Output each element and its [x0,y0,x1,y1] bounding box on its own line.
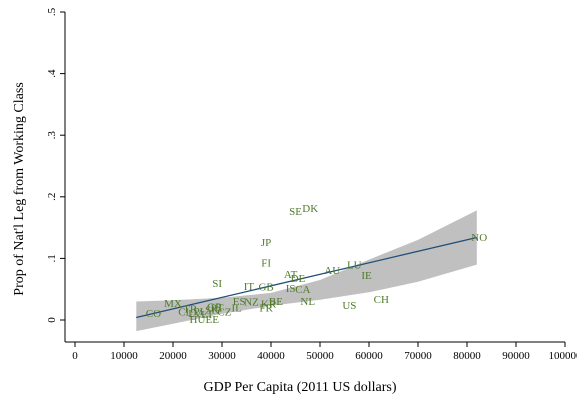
fit-line-layer [136,236,477,319]
point-label: LU [347,260,362,272]
y-tick-label: .3 [46,131,58,140]
point-label: CA [295,284,310,296]
x-tick-label: 60000 [355,350,383,362]
point-label: DK [302,203,318,215]
x-tick-label: 90000 [502,350,530,362]
y-tick-label: .5 [46,7,58,16]
point-label: IT [244,281,255,293]
y-tick-label: .4 [46,69,58,78]
y-tick-label: .1 [46,254,58,262]
point-label: NL [300,296,315,308]
x-tick-label: 70000 [404,350,432,362]
point-label: SI [212,278,222,290]
point-label: PL [194,306,207,318]
x-tick-label: 30000 [208,350,236,362]
point-label: EE [205,314,219,326]
point-label: KR [261,298,277,310]
y-tick-label: .2 [46,193,58,201]
point-label: BE [269,296,283,308]
point-label: FI [261,258,271,270]
x-tick-label: 0 [72,350,78,362]
point-label: US [342,300,356,312]
point-label: NZ [244,297,259,309]
point-label: NO [471,232,487,244]
point-label: FR [259,303,273,315]
point-label: LV [188,308,202,320]
point-label: GR [207,301,223,313]
axes [64,12,565,343]
point-label: CZ [217,306,231,318]
point-label: SK [205,305,219,317]
x-tick-label: 40000 [257,350,285,362]
confidence-band-layer [136,210,477,332]
x-tick-label: 10000 [110,350,138,362]
point-label: IL [232,303,243,315]
point-label: AT [284,269,298,281]
point-label: CH [374,294,389,306]
point-label: LT [201,309,214,321]
point-label: TR [183,303,198,315]
point-label: IS [286,283,296,295]
point-label: IE [361,270,372,282]
point-label: MX [164,298,182,310]
y-tick-label: 0 [46,317,58,323]
point-label: AU [324,265,340,277]
point-label: SE [289,206,302,218]
point-label: HU [190,314,206,326]
x-tick-label: 20000 [159,350,187,362]
point-label: ES [233,296,246,308]
fit-line [136,236,477,319]
confidence-band [136,210,477,332]
y-axis-title: Prop of Nat'l Leg from Working Class [12,82,27,295]
point-label: PT [211,303,224,315]
point-label: JP [261,237,271,249]
x-axis-title: GDP Per Capita (2011 US dollars) [204,380,397,395]
ticks: 0 10000 20000 30000 40000 50000 60000 70000 8000… [46,7,577,362]
x-tick-label: 50000 [306,350,334,362]
point-label: GB [258,282,273,294]
point-label: DE [291,273,306,285]
point-label: CL [178,306,192,318]
x-tick-label: 80000 [453,350,481,362]
point-label: CO [146,308,161,320]
